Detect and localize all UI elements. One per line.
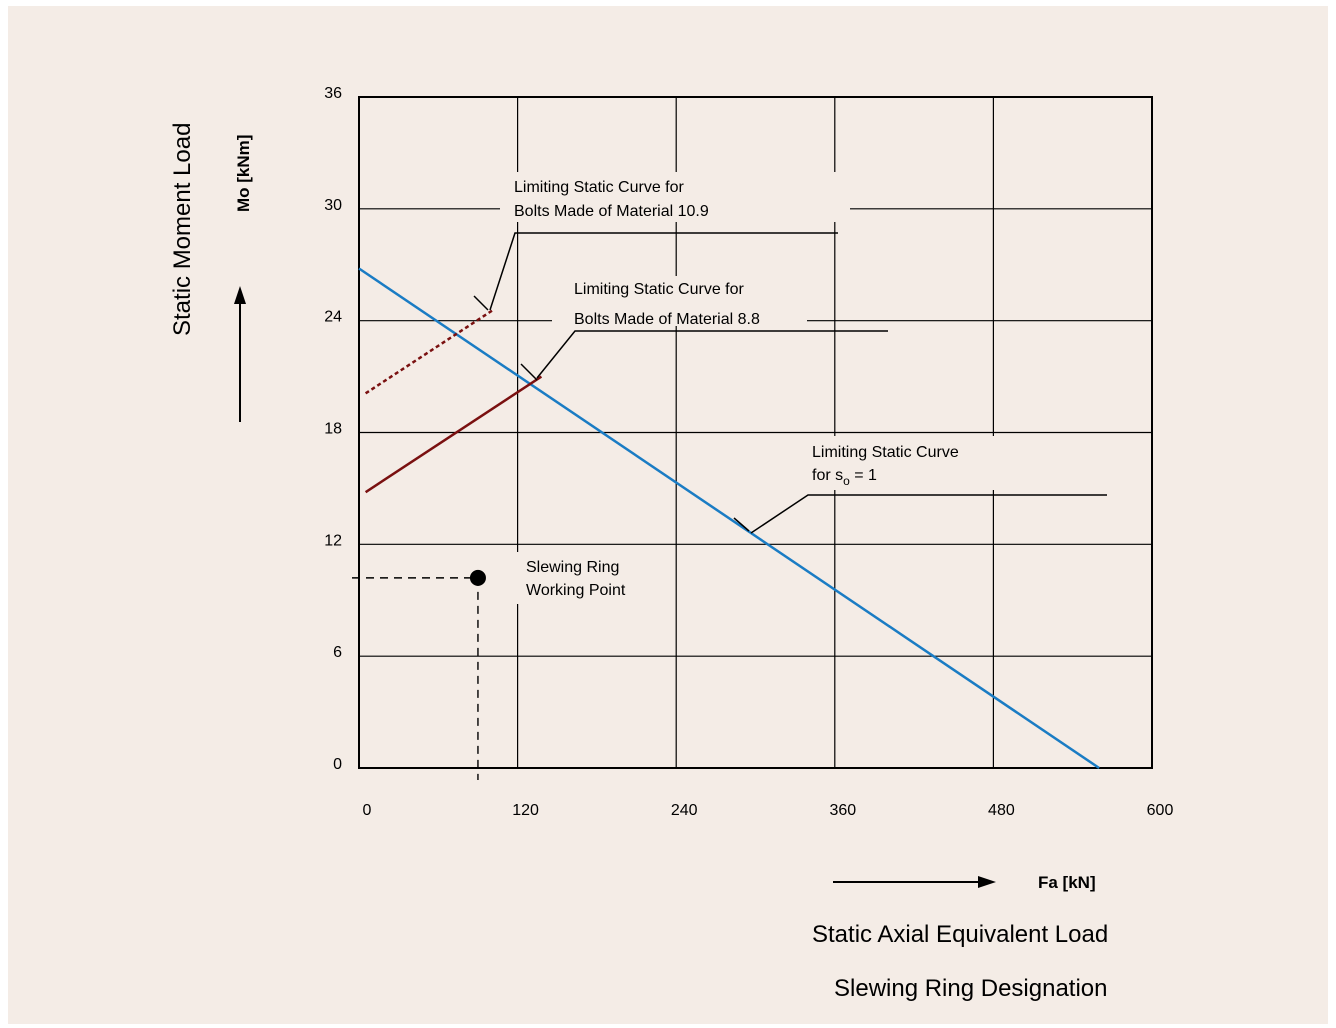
mask-wp <box>510 552 665 604</box>
x-tick-label: 120 <box>512 802 539 819</box>
label-so-sub: o <box>843 474 850 488</box>
y-axis-unit: Mo [kNm] <box>234 135 253 212</box>
x-tick-label: 0 <box>363 802 372 819</box>
x-tick-label: 360 <box>829 802 856 819</box>
series-line-1 <box>364 375 543 494</box>
working-point-marker <box>469 569 486 586</box>
mask-109 <box>500 172 850 222</box>
label-so-line2: for so = 1 <box>812 467 877 488</box>
label-so-prefix: for s <box>812 467 843 484</box>
y-tick-label: 30 <box>324 197 342 214</box>
leader-so-tick <box>733 517 750 532</box>
label-88-line1: Limiting Static Curve for <box>574 281 745 298</box>
label-109-line1: Limiting Static Curve for <box>514 179 685 196</box>
x-tick-label: 600 <box>1147 802 1174 819</box>
leader-88 <box>536 330 888 379</box>
x-tick-label: 240 <box>671 802 698 819</box>
leader-109 <box>489 232 838 311</box>
chart-subtitle: Slewing Ring Designation <box>834 975 1108 1002</box>
y-tick-label: 36 <box>324 85 342 102</box>
tick-labels: 0 120 240 360 480 600 0 6 12 18 24 30 36 <box>324 85 1173 819</box>
series-group <box>352 267 1100 780</box>
leader-so <box>750 494 1107 534</box>
y-axis-title: Static Moment Load <box>169 123 196 336</box>
label-88-line2: Bolts Made of Material 8.8 <box>574 311 760 328</box>
leaders <box>473 232 1107 534</box>
x-tick-label: 480 <box>988 802 1015 819</box>
x-axis-title: Static Axial Equivalent Load <box>812 921 1108 948</box>
series-line-0 <box>358 267 1100 770</box>
leader-109-tick <box>473 295 489 311</box>
y-tick-label: 12 <box>324 532 342 549</box>
y-tick-label: 24 <box>324 309 342 326</box>
plot-frame <box>358 96 1153 769</box>
y-arrow <box>234 286 246 422</box>
y-tick-label: 0 <box>333 756 342 773</box>
y-tick-label: 6 <box>333 644 342 661</box>
x-axis-unit: Fa [kN] <box>1038 873 1096 892</box>
mask-88 <box>552 276 807 326</box>
y-tick-label: 18 <box>324 421 342 438</box>
label-109-line2: Bolts Made of Material 10.9 <box>514 203 709 220</box>
mask-so <box>796 436 1038 490</box>
leader-88-tick <box>520 363 538 381</box>
label-wp-line1: Slewing Ring <box>526 559 619 576</box>
x-arrow <box>833 876 996 888</box>
label-so-line1: Limiting Static Curve <box>812 444 959 461</box>
label-so-suffix: = 1 <box>850 467 877 484</box>
label-wp-line2: Working Point <box>526 582 626 599</box>
label-masks <box>500 172 1038 604</box>
series-line-2 <box>364 308 495 395</box>
